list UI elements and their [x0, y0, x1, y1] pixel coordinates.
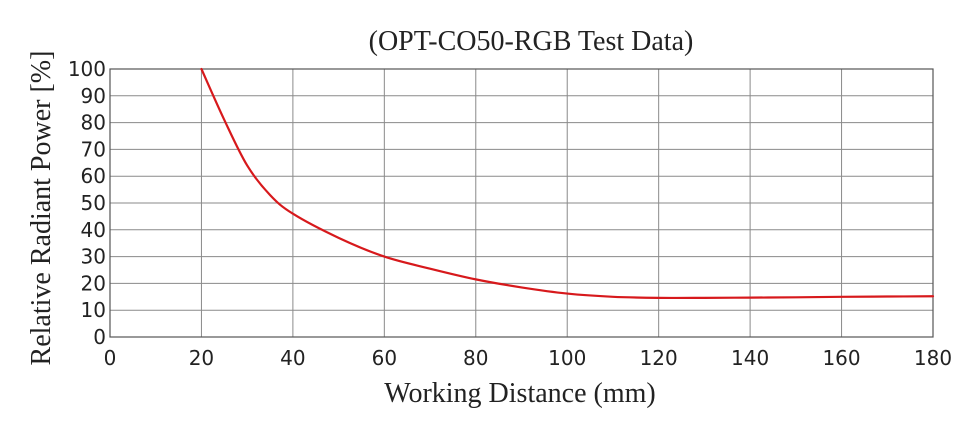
y-tick-label: 60	[81, 164, 106, 188]
y-tick-label: 30	[81, 245, 106, 269]
x-tick-label: 120	[640, 346, 678, 370]
x-tick-label: 20	[189, 346, 214, 370]
y-tick-label: 50	[81, 191, 106, 215]
x-axis-label: Working Distance (mm)	[384, 378, 655, 409]
y-tick-label: 10	[81, 298, 106, 322]
plot-frame	[109, 68, 934, 338]
x-tick-label: 100	[548, 346, 586, 370]
x-tick-labels: 0 20 40 60 80 100 120 140 160 180	[104, 346, 952, 370]
y-tick-label: 0	[93, 325, 106, 349]
series-group	[200, 67, 935, 300]
y-tick-label: 80	[81, 111, 106, 135]
x-tick-label: 80	[463, 346, 488, 370]
x-tick-label: 140	[731, 346, 769, 370]
y-tick-label: 70	[81, 137, 106, 161]
series-line	[200, 67, 935, 300]
y-axis-label: Relative Radiant Power [%]	[26, 51, 57, 366]
x-tick-label: 60	[372, 346, 397, 370]
y-tick-label: 100	[68, 57, 106, 81]
x-tick-label: 160	[822, 346, 860, 370]
y-tick-label: 40	[81, 218, 106, 242]
x-tick-label: 0	[104, 346, 117, 370]
x-tick-label: 180	[914, 346, 952, 370]
chart-title: (OPT-CO50-RGB Test Data)	[369, 26, 694, 57]
x-tick-label: 40	[280, 346, 305, 370]
y-tick-label: 20	[81, 271, 106, 295]
grid	[110, 69, 933, 337]
y-tick-label: 90	[81, 84, 106, 108]
